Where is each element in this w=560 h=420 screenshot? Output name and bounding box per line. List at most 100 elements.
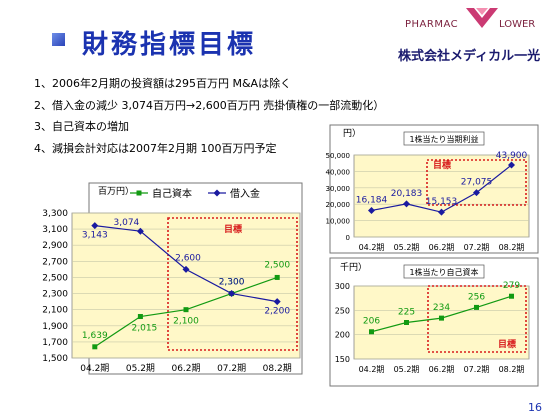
unit-label: 百万円） [98, 186, 134, 197]
y-tick-label: 3,100 [42, 225, 68, 235]
data-label: 2,200 [264, 307, 290, 317]
data-label: 225 [398, 308, 415, 318]
x-tick-label: 07.2期 [464, 243, 490, 252]
data-label: 15,153 [426, 197, 458, 207]
logo-brand-right: LOWER [499, 19, 536, 30]
legend-label: 借入金 [230, 187, 260, 200]
data-label: 2,300 [219, 278, 245, 288]
target-box [167, 217, 298, 351]
x-tick-label: 06.2期 [429, 243, 455, 252]
x-tick-label: 06.2期 [171, 363, 200, 374]
x-tick-label: 04.2期 [359, 365, 385, 374]
title-bullet-icon [52, 33, 65, 46]
data-point [439, 315, 444, 321]
data-label: 20,183 [391, 189, 423, 199]
chart-title-box [403, 264, 485, 279]
company-name: 株式会社メディカル一光 [398, 49, 541, 64]
data-point [91, 222, 99, 230]
plot-area [353, 154, 530, 238]
x-tick-label: 08.2期 [499, 365, 525, 374]
data-point [228, 290, 236, 298]
y-tick-label: 2,500 [42, 273, 68, 283]
y-tick-label: 50,000 [326, 152, 351, 160]
data-label: 206 [363, 317, 380, 327]
y-tick-label: 10,000 [326, 218, 351, 226]
data-point [136, 227, 144, 235]
x-tick-label: 05.2期 [126, 363, 155, 374]
x-tick-label: 05.2期 [394, 243, 420, 252]
legend-marker [213, 189, 221, 197]
y-tick-label: 3,300 [42, 209, 68, 219]
bullet-item: 2、借入金の減少 3,074百万円→2,600百万円 売掛債権の一部流動化） [34, 98, 385, 112]
legend-marker [136, 190, 142, 196]
x-tick-label: 08.2期 [499, 243, 525, 252]
page-number: 16 [528, 401, 542, 414]
data-label: 256 [468, 292, 485, 302]
y-tick-label: 2,300 [42, 290, 68, 300]
chart-title: 1株当たり自己資本 [409, 267, 478, 277]
target-label: 目標 [433, 159, 451, 171]
data-point [273, 298, 281, 306]
data-label: 2,100 [173, 317, 199, 327]
data-label: 1,639 [82, 331, 108, 341]
data-label: 2,500 [264, 260, 290, 270]
unit-label: 千円） [340, 262, 367, 273]
data-point [182, 265, 190, 273]
bullet-item: 4、減損会計対応は2007年2月期 100百万円予定 [34, 141, 277, 155]
data-label: 2,600 [175, 253, 201, 263]
y-tick-label: 1,900 [42, 322, 68, 332]
logo-brand-left: PHARMAC [405, 19, 459, 30]
x-tick-label: 07.2期 [464, 365, 490, 374]
data-point [183, 307, 189, 313]
y-tick-label: 200 [335, 331, 350, 340]
data-point [274, 274, 280, 280]
target-label: 目標 [224, 223, 242, 235]
data-label: 3,143 [82, 231, 108, 241]
unit-label: 円） [343, 128, 361, 139]
chart-title-box [403, 131, 485, 146]
data-label: 2,015 [132, 324, 158, 334]
y-tick-label: 20,000 [326, 201, 351, 209]
x-tick-label: 06.2期 [429, 365, 455, 374]
page-title: 財務指標目標 [82, 30, 257, 60]
y-tick-label: 30,000 [326, 185, 351, 193]
data-label: 27,075 [461, 178, 493, 188]
data-label: 279 [503, 281, 520, 291]
x-tick-label: 07.2期 [217, 363, 246, 374]
data-point [404, 320, 409, 325]
data-label: 16,184 [356, 195, 388, 205]
plot-area [353, 285, 530, 360]
bullet-item: 1、2006年2月期の投資額は295百万円 M&Aは除く [34, 77, 292, 90]
brand-logo-icon [466, 8, 498, 28]
data-point [473, 189, 480, 197]
data-point [92, 344, 98, 350]
x-tick-label: 04.2期 [80, 363, 109, 374]
y-tick-label: 0 [346, 234, 350, 242]
plot-area [71, 212, 301, 359]
y-tick-label: 300 [335, 282, 350, 291]
y-tick-label: 150 [335, 355, 350, 364]
y-tick-label: 40,000 [326, 168, 351, 176]
legend-label: 自己資本 [152, 187, 192, 200]
data-point [474, 304, 479, 310]
data-point [508, 161, 515, 169]
data-label: 2,300 [219, 278, 245, 288]
data-point [509, 293, 514, 299]
target-label: 目標 [498, 338, 516, 350]
target-box [427, 285, 527, 353]
y-tick-label: 2,100 [42, 306, 68, 316]
data-point [368, 206, 375, 214]
data-point [137, 314, 143, 320]
y-tick-label: 2,700 [42, 257, 68, 267]
bullet-list: 1、2006年2月期の投資額は295百万円 M&Aは除く 2、借入金の減少 3,… [34, 73, 384, 159]
y-tick-label: 1,500 [42, 354, 68, 364]
y-tick-label: 250 [335, 306, 350, 315]
y-tick-label: 1,700 [42, 338, 68, 348]
chart-title: 1株当たり当期利益 [409, 134, 478, 144]
data-point [403, 200, 410, 208]
x-tick-label: 08.2期 [263, 363, 292, 374]
bullet-item: 3、自己資本の増加 [34, 120, 129, 133]
data-point [438, 208, 445, 216]
data-label: 3,074 [114, 218, 140, 228]
